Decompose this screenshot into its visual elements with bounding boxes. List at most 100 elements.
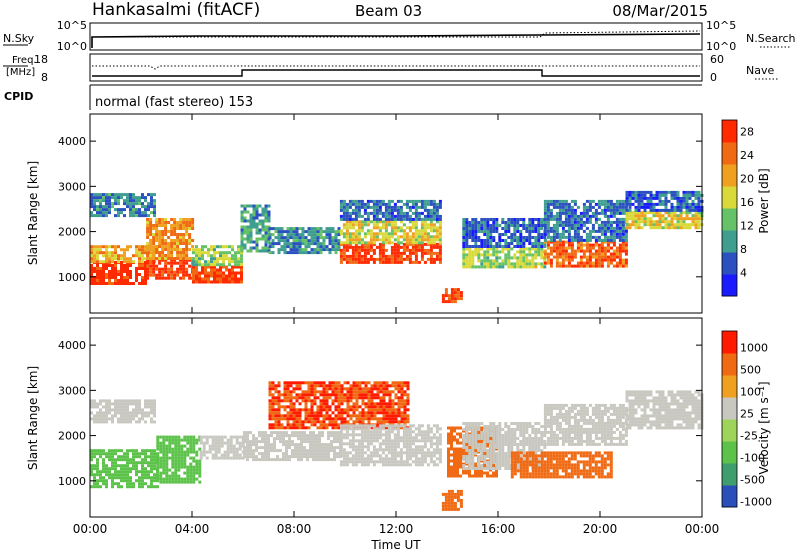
- heatmap-cell: [156, 459, 160, 463]
- heatmap-cell: [237, 263, 240, 267]
- heatmap-cell: [306, 440, 309, 444]
- heatmap-cell: [582, 252, 586, 256]
- heatmap-cell: [286, 227, 290, 231]
- heatmap-cell: [289, 236, 293, 240]
- heatmap-cell: [240, 249, 244, 253]
- heatmap-cell: [246, 458, 249, 462]
- heatmap-cell: [363, 217, 367, 221]
- heatmap-cell: [537, 239, 541, 242]
- heatmap-cell: [468, 250, 472, 254]
- heatmap-cell: [141, 211, 144, 215]
- nsky-left-tick-top: 10^5: [57, 19, 87, 32]
- heatmap-cell: [360, 241, 364, 245]
- heatmap-cell: [634, 196, 638, 200]
- heatmap-cell: [391, 390, 395, 394]
- heatmap-cell: [280, 233, 284, 237]
- heatmap-cell: [661, 193, 665, 197]
- heatmap-cell: [408, 242, 412, 246]
- heatmap-cell: [325, 393, 329, 397]
- heatmap-cell: [483, 242, 487, 245]
- heatmap-cell: [688, 205, 692, 209]
- heatmap-cell: [411, 451, 415, 455]
- heatmap-cell: [182, 261, 186, 265]
- heatmap-cell: [363, 211, 367, 215]
- heatmap-cell: [640, 199, 644, 203]
- heatmap-cell: [138, 248, 141, 252]
- heatmap-cell: [456, 498, 460, 502]
- heatmap-cell: [438, 235, 442, 239]
- heatmap-cell: [405, 211, 409, 215]
- heatmap-cell: [252, 216, 256, 220]
- heatmap-cell: [141, 408, 144, 412]
- heatmap-cell: [462, 227, 466, 230]
- heatmap-cell: [406, 399, 410, 403]
- heatmap-cell: [381, 245, 385, 249]
- heatmap-cell: [114, 248, 117, 252]
- heatmap-cell: [483, 224, 487, 227]
- heatmap-cell: [375, 199, 379, 203]
- heatmap-cell: [372, 241, 376, 245]
- heatmap-cell: [170, 257, 174, 260]
- heatmap-cell: [158, 239, 162, 242]
- heatmap-cell: [381, 211, 385, 215]
- heatmap-cell: [171, 435, 175, 439]
- heatmap-cell: [243, 446, 246, 450]
- heatmap-cell: [366, 257, 370, 261]
- heatmap-cell: [318, 446, 321, 450]
- heatmap-cell: [603, 199, 607, 203]
- heatmap-cell: [603, 238, 607, 242]
- heatmap-cell: [306, 434, 309, 438]
- heatmap-cell: [603, 223, 607, 227]
- heatmap-cell: [231, 280, 234, 284]
- heatmap-cell: [399, 254, 403, 258]
- heatmap-cell: [114, 402, 117, 406]
- heatmap-cell: [543, 232, 547, 236]
- heatmap-cell: [483, 253, 487, 257]
- heatmap-cell: [252, 225, 256, 229]
- heatmap-cell: [393, 451, 397, 455]
- heatmap-cell: [179, 258, 183, 262]
- heatmap-cell: [631, 217, 635, 221]
- heatmap-cell: [214, 435, 218, 439]
- heatmap-cell: [129, 211, 132, 215]
- heatmap-cell: [167, 248, 171, 251]
- heatmap-cell: [186, 447, 190, 451]
- heatmap-cell: [652, 220, 656, 224]
- heatmap-cell: [459, 492, 463, 496]
- heatmap-cell: [363, 251, 367, 255]
- heatmap-cell: [351, 251, 355, 255]
- heatmap-cell: [519, 262, 523, 266]
- heatmap-cell: [480, 262, 484, 266]
- heatmap-cell: [399, 235, 403, 239]
- heatmap-cell: [393, 433, 397, 437]
- heatmap-cell: [286, 381, 290, 385]
- heatmap-cell: [319, 236, 323, 240]
- heatmap-cell: [114, 245, 117, 249]
- heatmap-cell: [456, 489, 460, 493]
- heatmap-cell: [90, 470, 93, 474]
- heatmap-cell: [286, 423, 290, 427]
- heatmap-cell: [120, 248, 123, 252]
- heatmap-cell: [471, 233, 475, 236]
- heatmap-cell: [667, 223, 671, 227]
- heatmap-cell: [207, 265, 210, 269]
- heatmap-cell: [555, 243, 559, 247]
- heatmap-cell: [313, 381, 317, 385]
- heatmap-cell: [207, 280, 210, 284]
- heatmap-cell: [406, 414, 410, 418]
- heatmap-cell: [289, 393, 293, 397]
- heatmap-cell: [600, 243, 604, 247]
- heatmap-cell: [685, 199, 689, 203]
- heatmap-cell: [450, 492, 454, 496]
- heatmap-cell: [393, 238, 397, 242]
- heatmap-cell: [342, 463, 346, 467]
- heatmap-cell: [408, 248, 412, 252]
- heatmap-cell: [379, 402, 383, 406]
- heatmap-cell: [146, 264, 150, 268]
- heatmap-cell: [328, 414, 332, 418]
- heatmap-cell: [621, 258, 625, 262]
- heatmap-cell: [646, 217, 650, 221]
- heatmap-cell: [465, 236, 469, 239]
- heatmap-cell: [310, 381, 314, 385]
